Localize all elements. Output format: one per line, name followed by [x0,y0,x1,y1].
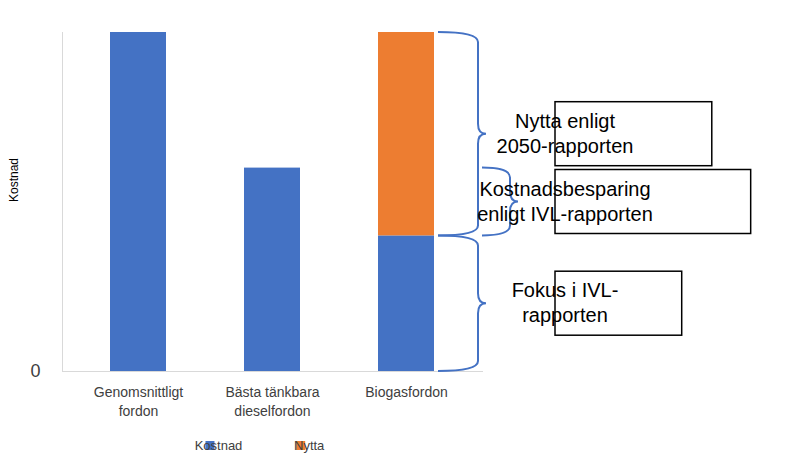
svg-text:Kostnad: Kostnad [7,158,21,202]
svg-text:Bästa tänkbaradieselfordon: Bästa tänkbaradieselfordon [225,384,319,419]
svg-text:Nytta enligt2050-rapporten: Nytta enligt2050-rapporten [497,110,634,157]
svg-text:Fokus i IVL-rapporten: Fokus i IVL-rapporten [512,279,619,326]
svg-text:Genomsnittligtfordon: Genomsnittligtfordon [94,384,184,419]
svg-text:Kostnadsbesparingenligt IVL-ra: Kostnadsbesparingenligt IVL-rapporten [477,178,653,225]
svg-text:0: 0 [30,361,40,381]
svg-text:Biogasfordon: Biogasfordon [365,384,448,400]
svg-text:Nytta: Nytta [294,438,325,453]
svg-text:Kostnad: Kostnad [195,438,243,453]
